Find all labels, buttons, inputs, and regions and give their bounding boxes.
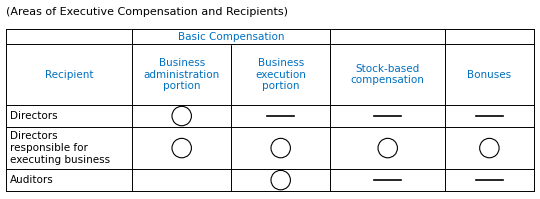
Text: Bonuses: Bonuses xyxy=(467,70,511,80)
Text: Business
execution
portion: Business execution portion xyxy=(255,58,306,91)
Text: Recipient: Recipient xyxy=(45,70,93,80)
Text: Directors: Directors xyxy=(10,111,57,121)
Text: Stock-based
compensation: Stock-based compensation xyxy=(351,64,424,86)
Text: Directors
responsible for
executing business: Directors responsible for executing busi… xyxy=(10,132,110,165)
Text: (Areas of Executive Compensation and Recipients): (Areas of Executive Compensation and Rec… xyxy=(6,7,288,17)
Text: Auditors: Auditors xyxy=(10,175,53,185)
Text: Business
administration
portion: Business administration portion xyxy=(144,58,220,91)
Text: Basic Compensation: Basic Compensation xyxy=(178,32,285,42)
